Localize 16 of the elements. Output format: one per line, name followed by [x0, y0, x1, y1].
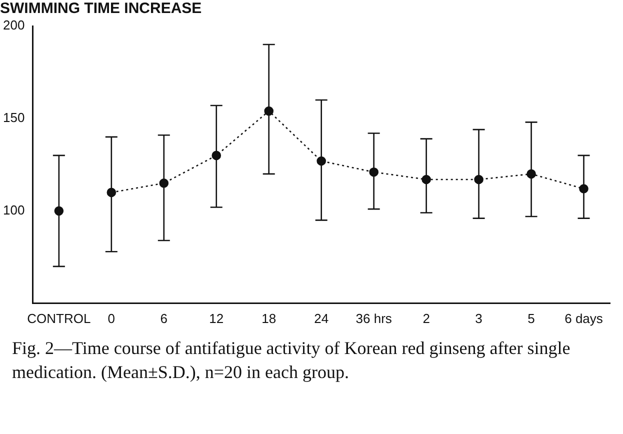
x-tick-label: 36 hrs [356, 310, 392, 326]
y-tick-label: 150 [2, 110, 25, 126]
x-tick-label: 12 [209, 310, 224, 326]
x-tick-label: 3 [475, 310, 482, 326]
caption: Fig. 2—Time course of antifatigue activity of Korean red ginseng after single medication. (Mean±S.D.), n=20 in each group. [12, 337, 572, 384]
y-tick-label: 200 [2, 18, 25, 33]
x-tick-label: 5 [528, 310, 535, 326]
y-tick-label: 100 [2, 202, 25, 218]
chart-title: SWIMMING TIME INCREASE [0, 0, 202, 18]
x-tick-label: 6 days [564, 310, 604, 326]
x-tick-label: 24 [314, 310, 329, 326]
x-tick-label: 6 [160, 310, 168, 326]
x-tick-label: 18 [262, 310, 276, 326]
x-tick-label: CONTROL [27, 310, 91, 326]
x-tick-label: 2 [422, 310, 430, 326]
x-tick-label: 0 [108, 310, 116, 326]
